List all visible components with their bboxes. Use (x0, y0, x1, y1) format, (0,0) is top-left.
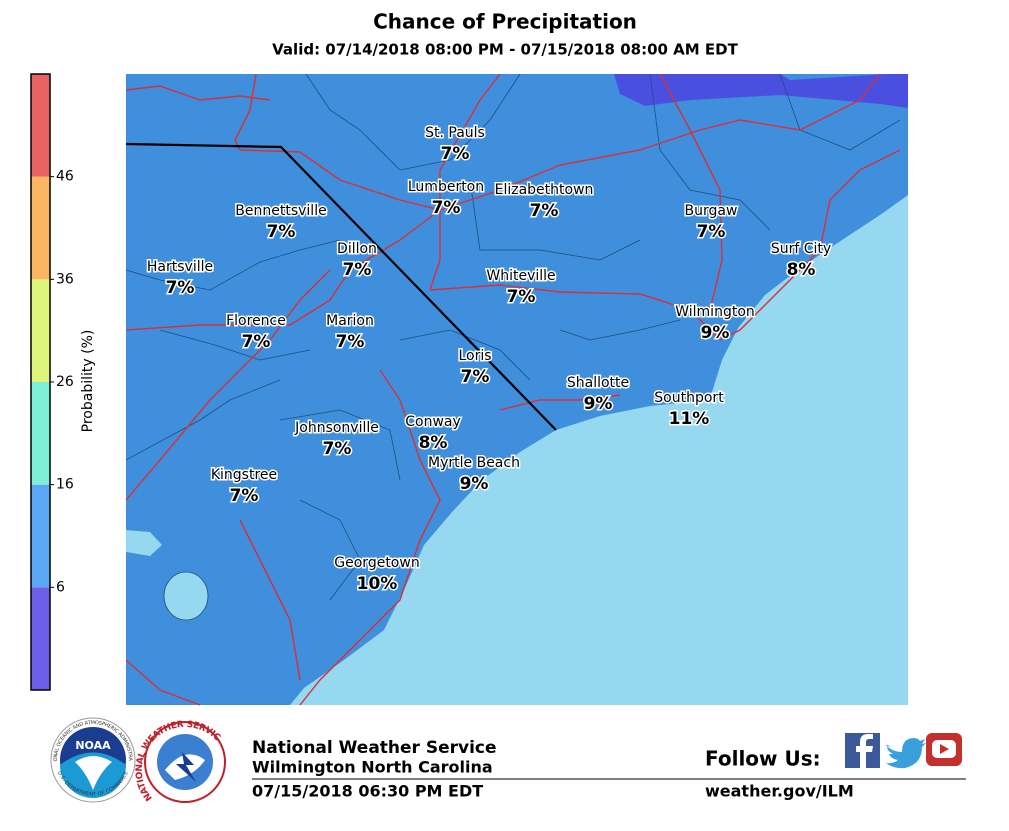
city-probability: 7% (336, 332, 365, 352)
low-prob-area (614, 74, 908, 108)
colorbar-segment (31, 484, 50, 588)
facebook-icon[interactable] (845, 733, 880, 768)
colorbar-tick-label: 36 (56, 271, 74, 287)
city-name: Conway (405, 414, 461, 430)
colorbar-segment (31, 74, 50, 177)
city-name: Surf City (771, 241, 831, 257)
city-probability: 7% (267, 222, 296, 242)
city-name: Lumberton (408, 179, 484, 195)
city-probability: 10% (357, 574, 398, 594)
lake (163, 571, 209, 621)
city-probability: 7% (166, 278, 195, 298)
city-name: Dillon (337, 241, 377, 257)
city-probability: 9% (584, 394, 613, 414)
city-name: Loris (458, 348, 491, 364)
city-probability: 9% (701, 323, 730, 343)
city-name: Hartsville (147, 259, 213, 275)
state-border (125, 142, 557, 431)
colorbar-tick-label: 16 (56, 477, 74, 493)
url: weather.gov/ILM (705, 782, 854, 801)
city-name: Bennettsville (235, 203, 326, 219)
city-probability: 11% (669, 409, 710, 429)
city-name: Wilmington (675, 304, 755, 320)
city-name: Whiteville (486, 268, 555, 284)
colorbar-label: Probability (%) (80, 330, 96, 433)
city-probability: 7% (530, 201, 559, 221)
city-probability: 7% (461, 367, 490, 387)
youtube-icon[interactable] (926, 733, 962, 766)
city-probability: 9% (460, 474, 489, 494)
colorbar-segment (31, 382, 50, 485)
city-probability: 7% (343, 260, 372, 280)
subtitle: Valid: 07/14/2018 08:00 PM - 07/15/2018 … (272, 41, 738, 59)
follow: Follow Us: (705, 747, 821, 771)
city-name: Myrtle Beach (428, 455, 520, 471)
ocean (290, 195, 908, 705)
city-name: Elizabethtown (495, 182, 594, 198)
city-probability: 7% (697, 222, 726, 242)
cities: St. Pauls 7% Lumberton 7% Elizabethtown 7% Ben… (145, 124, 832, 596)
colorbar-segment (31, 279, 50, 382)
colorbar: 6 16 26 36 46 (30, 73, 74, 691)
city-name: Johnsonville (294, 420, 379, 436)
city-name: Florence (226, 313, 286, 329)
city-probability: 8% (419, 433, 448, 453)
colorbar-segment (31, 176, 50, 280)
title: Chance of Precipitation (373, 10, 637, 34)
office: National Weather Service (252, 738, 497, 758)
city-probability: 7% (441, 144, 470, 164)
county-lines (125, 73, 901, 601)
city-name: Southport (654, 390, 724, 406)
colorbar-tick-label: 26 (56, 374, 74, 390)
city-name: Marion (326, 313, 374, 329)
colorbar-tick-label: 6 (56, 579, 65, 595)
location: Wilmington North Carolina (252, 758, 493, 777)
city-probability: 7% (432, 198, 461, 218)
city-name: Kingstree (211, 467, 277, 483)
lake (126, 530, 162, 556)
colorbar-tick-label: 46 (56, 169, 74, 185)
city-probability: 7% (323, 439, 352, 459)
colorbar-segment (31, 587, 50, 690)
city-name: Burgaw (685, 203, 738, 219)
twitter-icon[interactable] (886, 738, 926, 769)
noaa-text: NOAA (75, 739, 111, 752)
city-probability: 7% (507, 287, 536, 307)
issued: 07/15/2018 06:30 PM EDT (252, 782, 483, 801)
roads (125, 73, 901, 706)
city-probability: 8% (787, 260, 816, 280)
city-name: Georgetown (334, 555, 419, 571)
city-probability: 7% (230, 486, 259, 506)
map: St. Pauls 7% Lumberton 7% Elizabethtown 7% Ben… (125, 73, 908, 706)
city-name: St. Pauls (425, 125, 485, 141)
city-name: Shallotte (567, 375, 629, 391)
city-probability: 7% (242, 332, 271, 352)
noaa-logo: NOAA NATIONAL OCEANIC AND ATMOSPHERIC AD… (0, 0, 136, 803)
